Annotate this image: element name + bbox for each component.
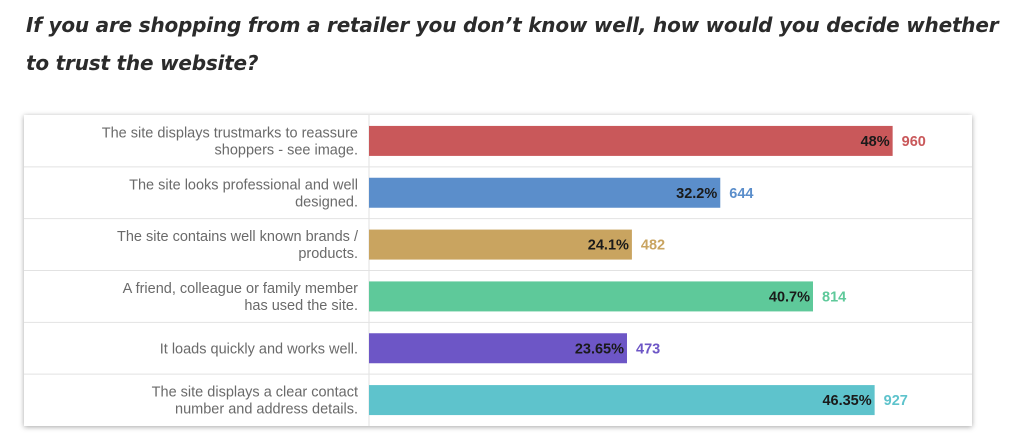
count-label: 482	[641, 238, 665, 254]
bar	[369, 385, 875, 416]
category-label-line: A friend, colleague or family member	[123, 281, 358, 297]
bars	[369, 125, 893, 416]
category-label-line: number and address details.	[175, 402, 358, 418]
count-label: 644	[729, 186, 753, 202]
percent-label: 24.1%	[588, 238, 629, 254]
category-label-line: has used the site.	[244, 298, 358, 314]
bar	[369, 125, 893, 156]
count-label: 814	[822, 289, 846, 305]
bar-chart: The site displays trustmarks to reassure…	[24, 115, 972, 426]
category-labels: The site displays trustmarks to reassure…	[102, 125, 359, 417]
category-label-line: It loads quickly and works well.	[160, 341, 358, 357]
category-label-line: shoppers - see image.	[215, 142, 358, 158]
count-label: 473	[636, 341, 660, 357]
category-label: The site contains well known brands / pro…	[117, 229, 359, 262]
chart-grid	[24, 115, 972, 426]
count-label: 927	[884, 393, 908, 409]
survey-question: If you are shopping from a retailer you …	[26, 13, 999, 75]
percent-label: 46.35%	[822, 393, 871, 409]
bar	[369, 333, 627, 364]
percent-label: 40.7%	[769, 289, 810, 305]
category-label-line: products.	[298, 246, 358, 262]
category-label: A friend, colleague or family member has …	[123, 281, 358, 314]
bar	[369, 281, 813, 312]
percent-label: 48%	[861, 134, 890, 150]
category-label-line: The site looks professional and well	[129, 177, 358, 193]
category-label: The site displays a clear contact number …	[152, 385, 358, 418]
category-label-line: The site displays trustmarks to reassure	[102, 125, 358, 141]
count-label: 960	[902, 134, 926, 150]
category-label-line: The site contains well known brands /	[117, 229, 359, 245]
category-label: The site displays trustmarks to reassure…	[102, 125, 358, 158]
category-label-line: designed.	[295, 194, 358, 210]
bar	[369, 177, 721, 208]
bar	[369, 229, 632, 260]
percent-label: 23.65%	[575, 341, 624, 357]
category-label: It loads quickly and works well.	[160, 341, 358, 357]
percent-label: 32.2%	[676, 186, 717, 202]
category-label-line: The site displays a clear contact	[152, 385, 358, 401]
category-label: The site looks professional and well desi…	[129, 177, 358, 210]
bar-chart-panel: The site displays trustmarks to reassure…	[24, 115, 972, 426]
value-labels: 48% 960 32.2% 644 24.1% 482 40.7% 814 23.65% 473 4…	[575, 134, 926, 409]
